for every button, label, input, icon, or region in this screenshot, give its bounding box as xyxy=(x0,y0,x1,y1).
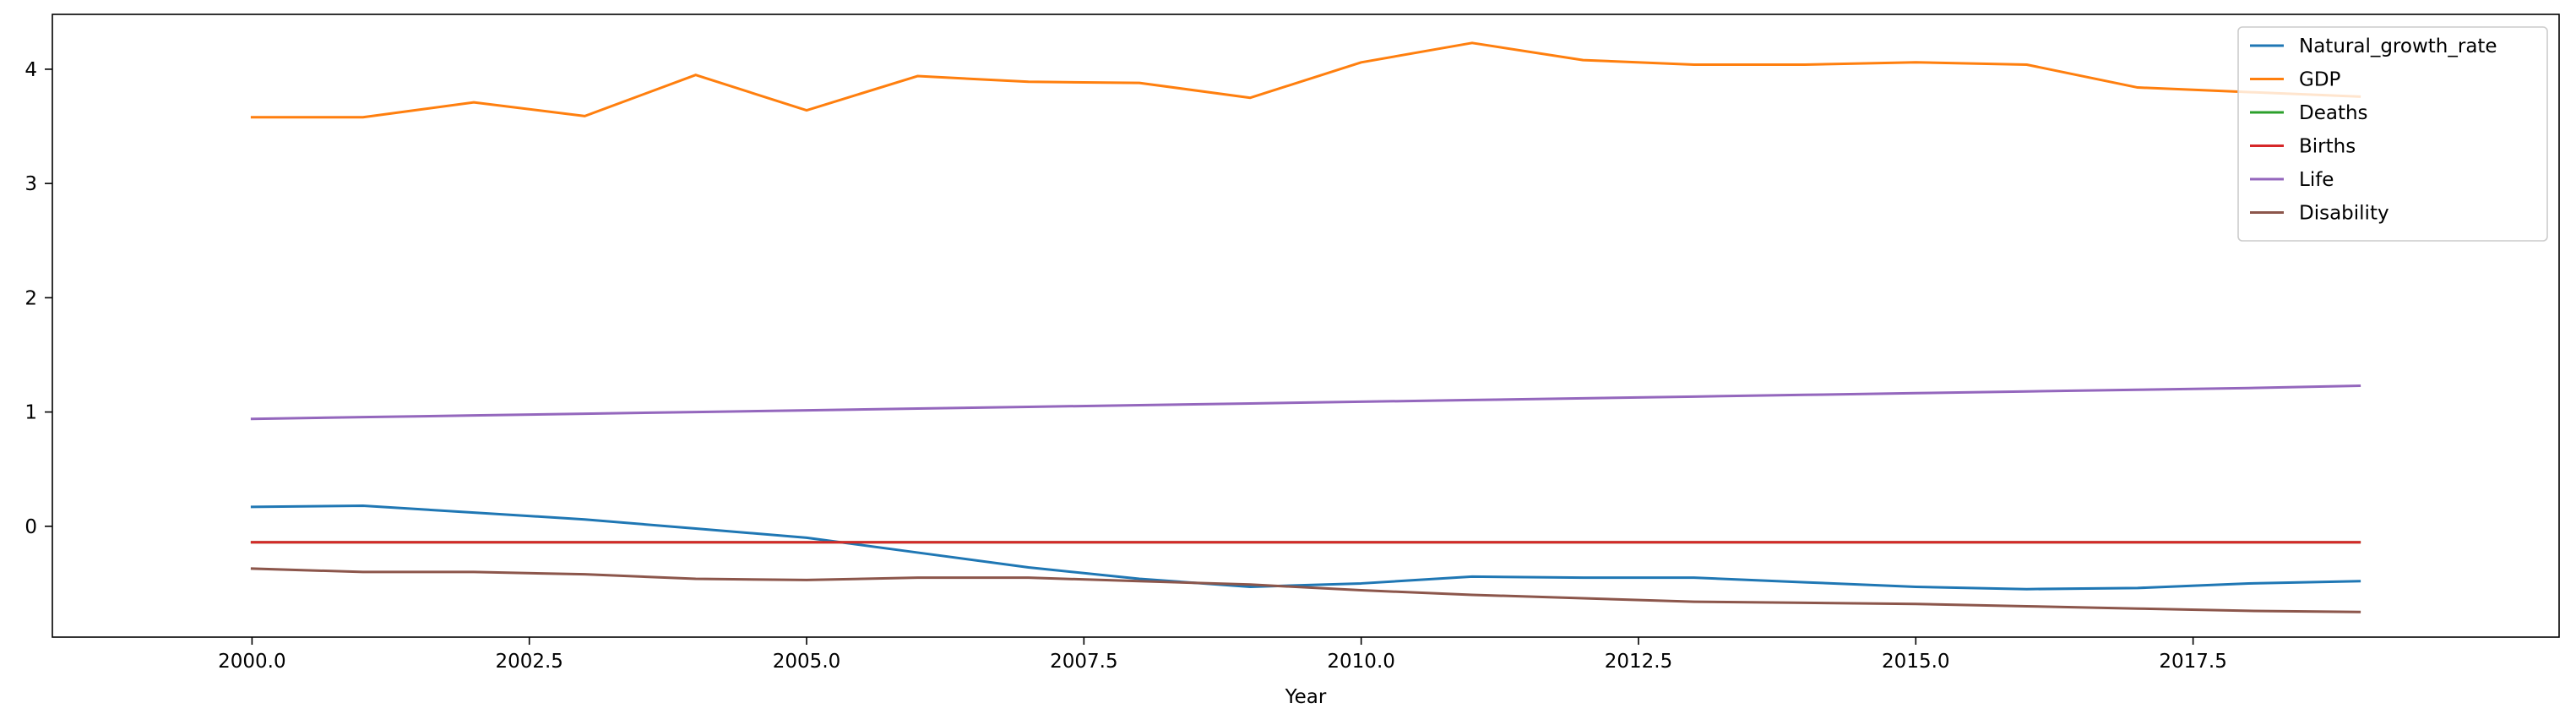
series-line-life xyxy=(250,384,2361,421)
x-tick-label: 2012.5 xyxy=(1605,651,1672,673)
series-line-disability xyxy=(250,567,2361,613)
legend-label-life: Life xyxy=(2299,169,2334,191)
plot-frame xyxy=(52,14,2560,638)
y-axis: 0 1 2 3 4 xyxy=(24,59,52,538)
y-tick-label: 1 xyxy=(24,402,37,424)
legend-label-births: Births xyxy=(2299,136,2356,158)
x-tick-label: 2007.5 xyxy=(1050,651,1117,673)
legend-label-natural-growth-rate: Natural_growth_rate xyxy=(2299,35,2497,57)
series-line-gdp xyxy=(250,41,2361,119)
series-layer xyxy=(250,41,2361,613)
x-tick-label: 2002.5 xyxy=(495,651,562,673)
x-tick-label: 2005.0 xyxy=(773,651,840,673)
x-tick-label: 2000.0 xyxy=(218,651,285,673)
legend-label-deaths: Deaths xyxy=(2299,102,2368,124)
x-axis-label: Year xyxy=(1285,686,1327,708)
y-tick-label: 3 xyxy=(24,173,37,195)
x-tick-label: 2010.0 xyxy=(1327,651,1394,673)
y-tick-label: 0 xyxy=(24,516,37,538)
series-line-natural-growth-rate xyxy=(250,504,2361,591)
y-tick-label: 2 xyxy=(24,287,37,309)
x-axis: 2000.0 2002.5 2005.0 2007.5 2010.0 2012.5 2015… xyxy=(218,637,2227,673)
y-tick-label: 4 xyxy=(24,59,37,81)
legend-box xyxy=(2237,26,2548,242)
x-tick-label: 2017.5 xyxy=(2159,651,2226,673)
x-tick-label: 2015.0 xyxy=(1882,651,1949,673)
legend-label-disability: Disability xyxy=(2299,203,2389,225)
legend: Natural_growth_rate GDP Deaths Births Life Di… xyxy=(2237,26,2548,242)
legend-label-gdp: GDP xyxy=(2299,69,2341,91)
